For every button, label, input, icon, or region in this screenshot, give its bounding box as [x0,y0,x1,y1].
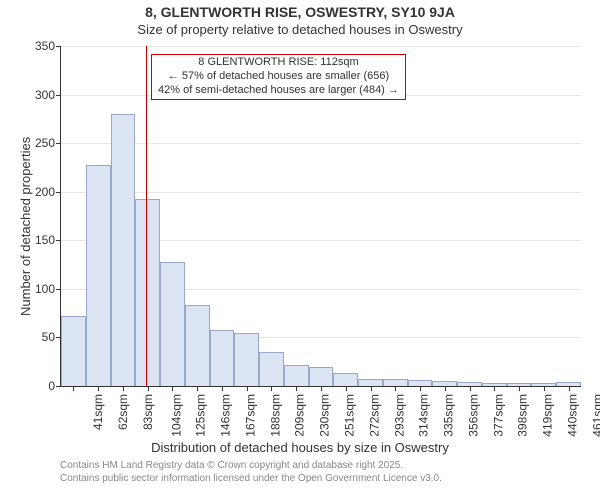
x-tick-label: 398sqm [516,394,530,437]
y-axis-title: Number of detached properties [18,137,33,316]
x-tick-mark [321,386,322,391]
grid-line [61,192,581,193]
x-tick-mark [445,386,446,391]
x-tick-label: 62sqm [116,394,130,430]
x-tick-mark [296,386,297,391]
histogram-bar [135,199,160,386]
chart-subtitle: Size of property relative to detached ho… [0,22,600,37]
x-tick-label: 83sqm [141,394,155,430]
histogram-bar [309,367,334,386]
x-tick-label: 188sqm [268,394,282,437]
x-tick-label: 104sqm [169,394,183,437]
plot-area: 05010015020025030035041sqm62sqm83sqm104s… [60,46,581,387]
histogram-bar [333,373,358,386]
y-tick-mark [56,46,61,47]
grid-line [61,143,581,144]
x-tick-mark [222,386,223,391]
annotation-box: 8 GLENTWORTH RISE: 112sqm ← 57% of detac… [151,54,406,100]
footnote-line-2: Contains public sector information licen… [60,473,442,486]
x-tick-label: 461sqm [590,394,600,437]
x-axis-title: Distribution of detached houses by size … [0,440,600,455]
x-tick-label: 41sqm [91,394,105,430]
x-tick-mark [494,386,495,391]
x-tick-label: 335sqm [441,394,455,437]
x-tick-mark [247,386,248,391]
histogram-bar [61,316,86,386]
x-tick-mark [470,386,471,391]
histogram-bar [210,330,235,386]
y-tick-mark [56,192,61,193]
x-tick-label: 272sqm [367,394,381,437]
y-tick-mark [56,386,61,387]
chart-container: 8, GLENTWORTH RISE, OSWESTRY, SY10 9JA S… [0,0,600,500]
footnote: Contains HM Land Registry data © Crown c… [60,460,442,485]
x-tick-mark [346,386,347,391]
x-tick-mark [420,386,421,391]
annotation-line-2: ← 57% of detached houses are smaller (65… [158,70,399,84]
x-tick-mark [544,386,545,391]
annotation-line-3: 42% of semi-detached houses are larger (… [158,84,399,98]
histogram-bar [259,352,284,386]
grid-line [61,46,581,47]
x-tick-label: 293sqm [392,394,406,437]
x-tick-label: 356sqm [466,394,480,437]
x-tick-label: 251sqm [342,394,356,437]
chart-title: 8, GLENTWORTH RISE, OSWESTRY, SY10 9JA [0,4,600,20]
y-tick-mark [56,289,61,290]
x-tick-mark [123,386,124,391]
x-tick-mark [371,386,372,391]
x-tick-label: 440sqm [565,394,579,437]
histogram-bar [160,262,185,386]
x-tick-mark [98,386,99,391]
footnote-line-1: Contains HM Land Registry data © Crown c… [60,460,442,473]
histogram-bar [185,305,210,386]
y-tick-mark [56,143,61,144]
histogram-bar [358,379,383,386]
x-tick-label: 419sqm [540,394,554,437]
x-tick-label: 230sqm [318,394,332,437]
histogram-bar [86,165,111,386]
x-tick-mark [197,386,198,391]
x-tick-mark [519,386,520,391]
x-tick-label: 125sqm [194,394,208,437]
y-tick-mark [56,95,61,96]
x-tick-mark [172,386,173,391]
x-tick-label: 146sqm [219,394,233,437]
x-tick-mark [569,386,570,391]
x-tick-mark [271,386,272,391]
marker-line [146,46,147,386]
histogram-bar [234,333,259,386]
histogram-bar [383,379,408,386]
x-tick-label: 209sqm [293,394,307,437]
y-tick-mark [56,240,61,241]
histogram-bar [111,114,136,386]
annotation-line-1: 8 GLENTWORTH RISE: 112sqm [158,56,399,70]
x-tick-mark [148,386,149,391]
x-tick-label: 167sqm [243,394,257,437]
x-tick-mark [395,386,396,391]
x-tick-label: 377sqm [491,394,505,437]
x-tick-label: 314sqm [417,394,431,437]
histogram-bar [284,365,309,386]
x-tick-mark [73,386,74,391]
